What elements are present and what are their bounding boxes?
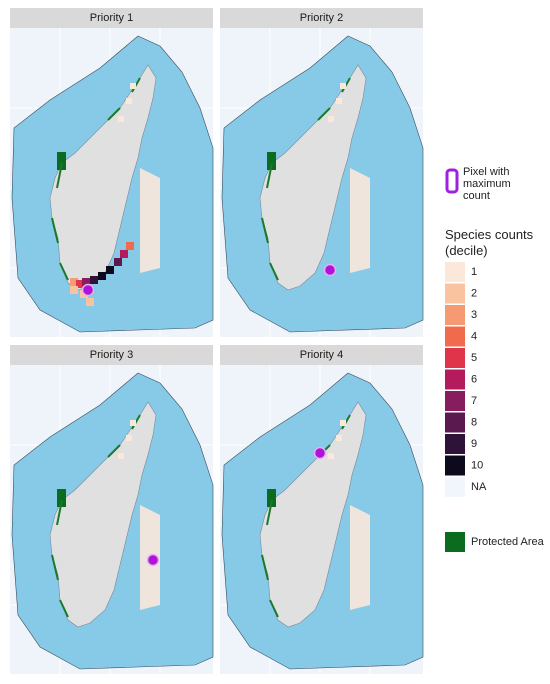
cell [90,276,98,284]
panel-strip [220,345,423,365]
legend-swatch [445,262,465,282]
protected-swatch [445,532,465,552]
protected-label: Protected Area [471,536,545,548]
legend-label: 9 [471,438,477,450]
cell [106,266,114,274]
legend-swatch [445,283,465,304]
map-panel: Priority 3 [9,345,214,675]
legend-label: 6 [471,373,477,385]
legend-swatch [445,412,465,433]
legend-label: 4 [471,330,477,342]
legend-label: 5 [471,352,477,364]
map-panel: Priority 1 [9,8,214,338]
map [219,27,424,338]
max-pixel [146,553,160,567]
cell [120,250,128,258]
legend-swatch [445,455,465,476]
legend-label: 10 [471,459,483,471]
cell [76,280,84,288]
legend-swatch [445,434,465,454]
legend-swatch [445,369,465,390]
legend-label: 2 [471,287,477,299]
max-pixel [313,446,327,460]
cell [70,278,78,286]
cell [86,298,94,306]
cell [98,272,106,280]
legend-label: 3 [471,309,477,321]
panel-title: Priority 1 [90,12,133,24]
map [219,364,424,675]
max-pixel [81,283,95,297]
legend-swatch [445,326,465,347]
legend-title: Species counts (decile) [445,227,534,258]
panel-strip [220,8,423,28]
max-pixel-label: Pixel with maximum count [463,166,511,202]
panel-strip [10,8,213,28]
legend-swatch [445,391,465,411]
panel-strip [10,345,213,365]
map-base [219,27,424,338]
max-pixel [323,263,337,277]
panel-title: Priority 4 [300,349,343,361]
map-panel: Priority 4 [219,345,424,675]
cell [126,242,134,250]
legend-label: 8 [471,416,477,428]
map-panel: Priority 2 [219,8,424,338]
legend-label: 1 [471,266,477,278]
map-base [9,364,214,675]
panel-title: Priority 2 [300,12,343,24]
legend-label: 7 [471,395,477,407]
legend-swatch [445,477,465,497]
legend-swatch [445,348,465,368]
legend-label: NA [471,481,487,493]
cell [70,286,78,294]
max-pixel-key [445,168,459,194]
map-base [9,27,214,338]
panel-title: Priority 3 [90,349,133,361]
map-base [219,364,424,675]
cell [114,258,122,266]
map [9,364,214,675]
cell [82,278,90,286]
legend-swatch [445,305,465,325]
map [9,27,214,338]
